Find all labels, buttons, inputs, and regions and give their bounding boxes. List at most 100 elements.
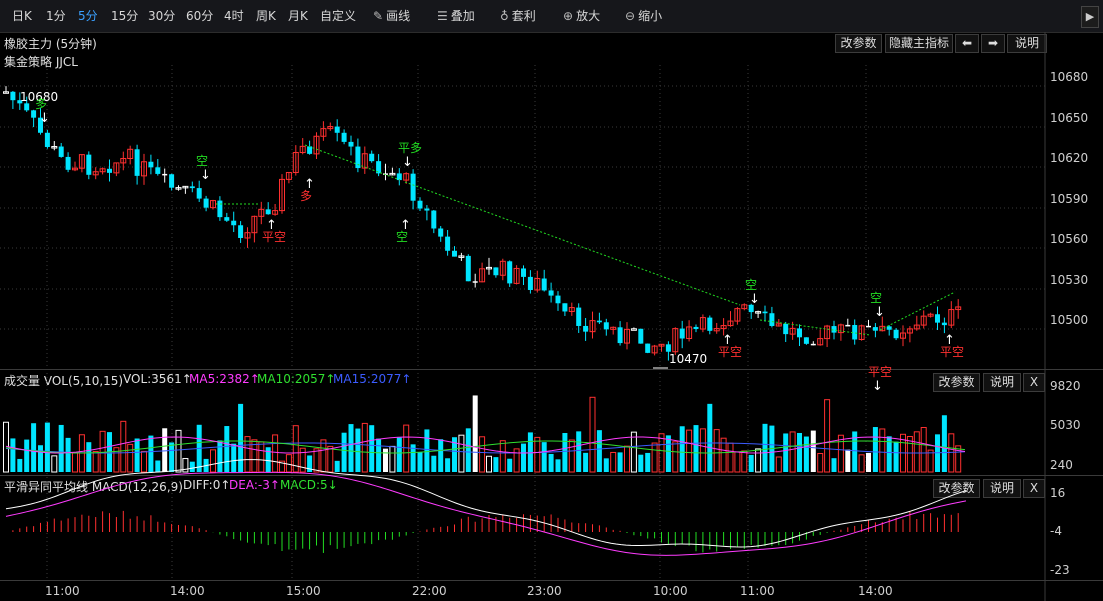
vol-help-button[interactable]: 说明 [983, 373, 1021, 392]
volume-bar [748, 454, 754, 472]
volume-bar [755, 448, 762, 473]
candle-body [810, 343, 816, 346]
period-30min[interactable]: 30分 [148, 9, 176, 23]
arbitrage-button[interactable]: ♁ 套利 [500, 9, 536, 23]
zoom-in-button[interactable]: ⊕ 放大 [563, 9, 601, 23]
time-tick: 14:00 [858, 584, 893, 598]
volume-bar [617, 452, 623, 472]
zoom-out-button[interactable]: ⊖ 缩小 [625, 9, 663, 23]
volume-bar [182, 458, 189, 473]
draw-line-button[interactable]: ✎ 画线 [373, 9, 411, 23]
main-chart-title: 橡胶主力 (5分钟) [4, 37, 97, 51]
volume-bar [858, 454, 865, 473]
high-price-label: 10680 [20, 90, 58, 104]
candle-body [17, 100, 23, 104]
volume-bar [369, 425, 375, 472]
candle-body [486, 266, 492, 270]
candle-body [513, 267, 520, 284]
macd-params-button[interactable]: 改参数 [933, 479, 980, 498]
volume-bar [583, 452, 589, 472]
candle-body [775, 323, 782, 327]
volume-bar [596, 430, 602, 472]
prev-button[interactable]: ⬅ [955, 34, 979, 53]
volume-bar [134, 438, 140, 472]
volume-bar [513, 448, 520, 473]
candle-body [935, 314, 940, 323]
candle-body [334, 126, 340, 133]
candle-body [852, 325, 858, 340]
zoom-in-icon: ⊕ [563, 9, 574, 23]
candle-body [817, 338, 824, 346]
candle-body [403, 173, 410, 181]
volume-bar [562, 433, 568, 472]
candle-body [783, 323, 789, 335]
time-tick: 11:00 [45, 584, 80, 598]
candle-body [341, 132, 347, 142]
overlay-button[interactable]: ☰ 叠加 [437, 9, 475, 23]
volume-bar [141, 450, 147, 473]
candle-body [155, 167, 161, 174]
main-params-button[interactable]: 改参数 [835, 34, 882, 53]
candle-body [196, 188, 202, 199]
macd-help-button[interactable]: 说明 [983, 479, 1021, 498]
next-button[interactable]: ➡ [981, 34, 1005, 53]
candle-body [78, 154, 85, 169]
period-day[interactable]: 日K [12, 9, 32, 23]
volume-bar [507, 458, 513, 472]
chevron-right-icon[interactable]: ▶ [1081, 6, 1099, 28]
volume-bar [872, 427, 878, 472]
signal-label: 多 [300, 189, 312, 203]
trend-line [404, 181, 741, 306]
candle-body [244, 232, 251, 239]
period-month[interactable]: 月K [288, 9, 308, 23]
volume-bar [630, 431, 637, 473]
candle-body [224, 217, 230, 221]
volume-title: 成交量 VOL(5,10,15) [4, 374, 124, 388]
volume-bar [906, 436, 913, 473]
vol-y-tick: 240 [1050, 458, 1073, 472]
volume-bar [51, 455, 58, 473]
volume-bar [72, 452, 78, 473]
signal-label: 空 [396, 230, 408, 244]
candle-body [837, 324, 844, 334]
candle-body [424, 208, 430, 211]
main-help-button[interactable]: 说明 [1007, 34, 1047, 53]
period-week[interactable]: 周K [256, 9, 276, 23]
period-5min[interactable]: 5分 [78, 9, 98, 23]
candle-body [941, 322, 947, 326]
candle-body [755, 311, 762, 314]
candle-body [645, 343, 651, 353]
period-60min[interactable]: 60分 [186, 9, 214, 23]
volume-bar [893, 441, 899, 472]
candle-body [568, 307, 575, 312]
hide-main-indicator-button[interactable]: 隐藏主指标 [885, 34, 953, 53]
volume-bar [720, 437, 727, 473]
volume-bar [665, 435, 671, 472]
volume-bar [920, 427, 927, 473]
time-tick: 11:00 [740, 584, 775, 598]
period-custom[interactable]: 自定义 [320, 9, 357, 23]
macd-title: 平滑异同平均线 MACD(12,26,9) [4, 480, 183, 494]
signal-label: 平空 [718, 345, 742, 359]
macd-y-tick: -4 [1050, 524, 1062, 538]
volume-bar [299, 447, 306, 473]
volume-bar [58, 424, 64, 472]
candle-body [831, 326, 837, 333]
candle-body [948, 309, 955, 326]
volume-bar [320, 439, 327, 473]
volume-bar [734, 451, 741, 473]
period-15min[interactable]: 15分 [111, 9, 139, 23]
period-4h[interactable]: 4时 [224, 9, 244, 23]
vol-params-button[interactable]: 改参数 [933, 373, 980, 392]
candle-body [396, 173, 402, 181]
candle-body [630, 328, 637, 331]
candle-body [272, 210, 279, 215]
strategy-label: 集金策略 JJCL [4, 55, 78, 69]
candle-body [231, 220, 237, 226]
volume-bar [148, 435, 154, 472]
volume-bar [521, 443, 526, 472]
period-1min[interactable]: 1分 [46, 9, 66, 23]
volume-bar [555, 459, 561, 472]
y-tick: 10620 [1050, 151, 1089, 165]
